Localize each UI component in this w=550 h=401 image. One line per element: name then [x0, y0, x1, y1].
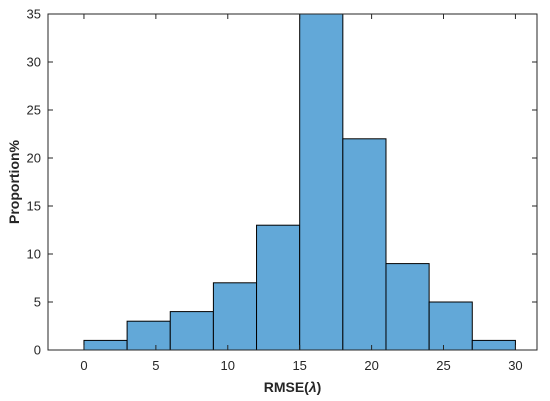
y-ticks-group: 0 5 10 15 20 25 30 35	[27, 7, 537, 358]
x-tick-label: 5	[152, 358, 159, 373]
y-tick-label: 35	[27, 7, 41, 22]
y-tick-label: 30	[27, 55, 41, 70]
y-tick-label: 15	[27, 199, 41, 214]
y-axis-title: Proportion%	[6, 139, 22, 224]
x-tick-label: 0	[80, 358, 87, 373]
y-tick-label: 25	[27, 103, 41, 118]
histogram-bar	[83, 339, 128, 351]
y-tick-label: 5	[34, 295, 41, 310]
histogram-bar	[256, 224, 301, 351]
x-tick-label: 10	[221, 358, 235, 373]
x-tick-label: 20	[364, 358, 378, 373]
histogram-bar	[385, 263, 430, 351]
x-axis-title-suffix: )	[317, 379, 322, 395]
x-axis-title: RMSE(λ)	[264, 379, 322, 395]
x-tick-label: 25	[436, 358, 450, 373]
histogram-bar	[169, 311, 214, 351]
histogram-bar	[126, 320, 171, 351]
x-axis-title-prefix: RMSE(	[264, 379, 309, 395]
histogram-bar	[428, 301, 473, 351]
histogram-bar	[342, 138, 387, 351]
histogram-bar	[212, 282, 258, 351]
x-tick-label: 30	[508, 358, 522, 373]
histogram-bar	[471, 339, 516, 351]
x-ticks-group: 0 5 10 15 20 25 30	[80, 14, 523, 373]
y-tick-label: 10	[27, 247, 41, 262]
bars-group	[83, 13, 516, 351]
x-axis-title-symbol: λ	[308, 379, 317, 395]
histogram-bar	[299, 13, 344, 351]
y-tick-label: 20	[27, 151, 41, 166]
plot-frame	[47, 13, 538, 351]
x-tick-label: 15	[292, 358, 306, 373]
y-tick-label: 0	[34, 343, 41, 358]
